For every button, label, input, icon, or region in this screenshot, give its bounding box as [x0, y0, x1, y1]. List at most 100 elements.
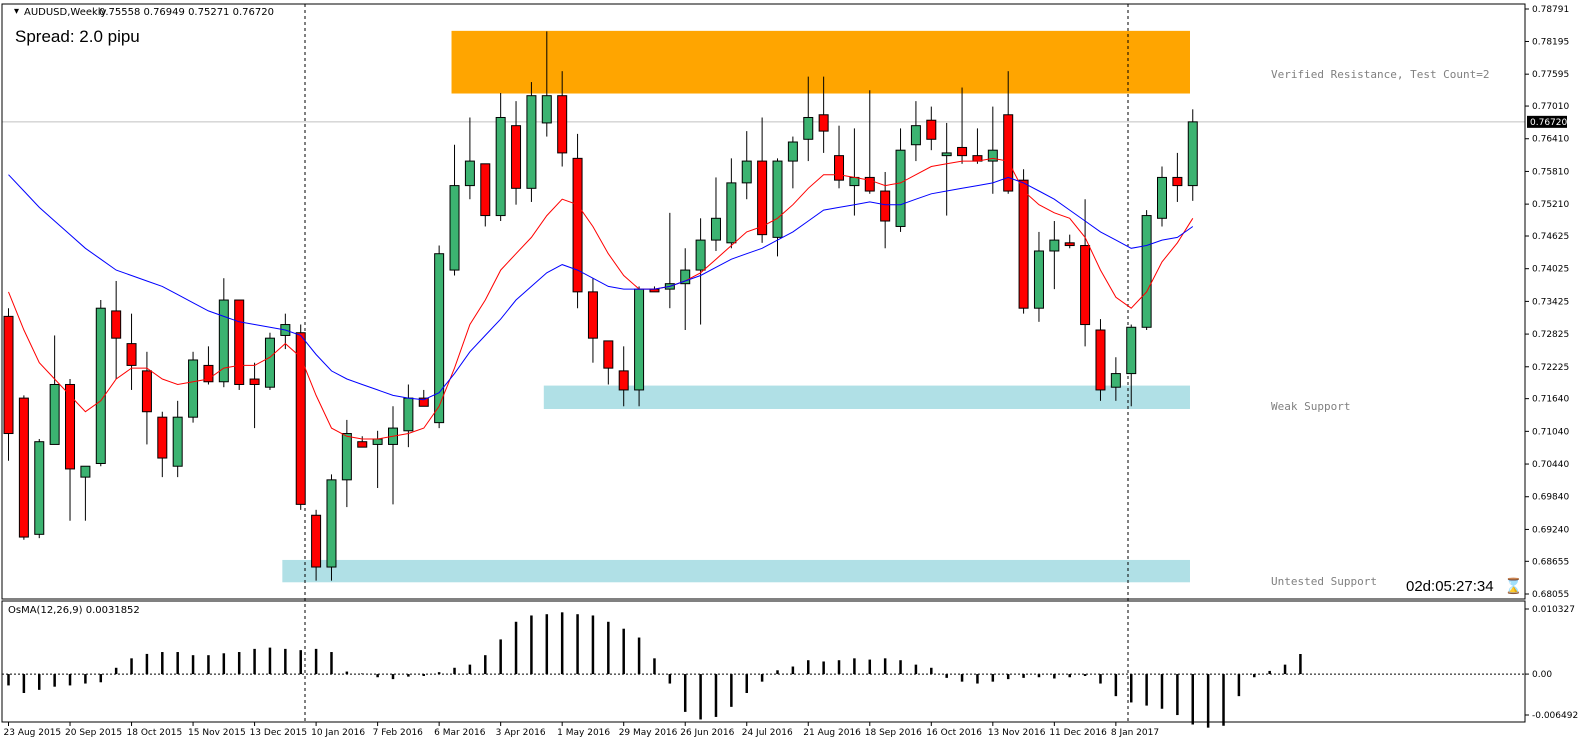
- candle-body-27: [418, 397, 429, 407]
- zone-label-1: Weak Support: [1271, 400, 1350, 413]
- candle-body-26: [403, 397, 414, 432]
- zone-1: [543, 385, 1190, 410]
- x-tick-label-3: 15 Nov 2015: [188, 728, 246, 738]
- candle-body-22: [341, 433, 352, 481]
- y-tick-label-1: 0.78195: [1532, 37, 1569, 47]
- x-tick-label-7: 6 Mar 2016: [434, 728, 486, 738]
- candle-body-51: [787, 141, 798, 162]
- candle-body-14: [218, 299, 229, 383]
- x-tick-label-15: 16 Oct 2016: [926, 728, 982, 738]
- candle-body-16: [249, 378, 260, 385]
- osma-frame: [1, 600, 1526, 723]
- candle-body-65: [1003, 114, 1014, 192]
- hourglass-icon: ⌛: [1504, 577, 1523, 595]
- symbol-dropdown-icon[interactable]: ▾: [14, 6, 19, 17]
- candle-body-44: [680, 269, 691, 285]
- x-tick-label-11: 26 Jun 2016: [680, 728, 734, 738]
- y-tick-label-14: 0.70440: [1532, 460, 1569, 470]
- zone-label-0: Verified Resistance, Test Count=2: [1271, 68, 1490, 81]
- candle-body-32: [495, 116, 506, 217]
- x-tick-label-8: 3 Apr 2016: [496, 728, 546, 738]
- candle-body-39: [603, 340, 614, 369]
- osma-y-tick-label-2: -0.006492: [1532, 711, 1578, 721]
- y-tick-label-3: 0.77010: [1532, 102, 1569, 112]
- y-tick-label-11: 0.72225: [1532, 363, 1569, 373]
- x-tick-label-14: 18 Sep 2016: [865, 728, 922, 738]
- candle-body-70: [1080, 245, 1091, 326]
- candle-body-64: [987, 149, 998, 162]
- x-tick-label-9: 1 May 2016: [557, 728, 610, 738]
- candle-body-48: [741, 160, 752, 184]
- candle-body-8: [126, 343, 137, 366]
- osma-y-tick-label-0: 0.010327: [1532, 605, 1575, 615]
- candle-body-53: [818, 114, 829, 132]
- candle-body-61: [941, 152, 952, 157]
- candle-body-10: [157, 416, 168, 459]
- candle-body-62: [957, 146, 968, 157]
- y-tick-label-12: 0.71640: [1532, 395, 1569, 405]
- osma-label: OsMA(12,26,9) 0.0031852: [8, 605, 140, 616]
- candle-body-77: [1187, 121, 1198, 187]
- y-tick-label-4: 0.76410: [1532, 135, 1569, 145]
- bar-timer: 02d:05:27:34: [1406, 578, 1494, 595]
- candle-body-36: [557, 95, 568, 154]
- y-tick-label-13: 0.71040: [1532, 427, 1569, 437]
- candle-body-33: [511, 125, 522, 189]
- candle-body-45: [695, 239, 706, 271]
- axes: 0.78791 0.78195 0.77595 0.77010 0.76410 0.758…: [1, 3, 1578, 738]
- candle-body-38: [587, 291, 598, 339]
- y-tick-label-17: 0.68655: [1532, 557, 1569, 567]
- price-badge: [1527, 115, 1567, 128]
- candle-body-15: [234, 299, 245, 385]
- x-tick-label-13: 21 Aug 2016: [803, 728, 861, 738]
- candle-body-34: [526, 95, 537, 189]
- candle-body-12: [188, 359, 199, 418]
- grid: [2, 4, 1525, 722]
- y-tick-label-5: 0.75810: [1532, 167, 1569, 177]
- y-tick-label-9: 0.73425: [1532, 297, 1569, 307]
- y-tick-label-16: 0.69240: [1532, 525, 1569, 535]
- y-tick-label-15: 0.69840: [1532, 493, 1569, 503]
- candle-body-68: [1049, 239, 1060, 252]
- x-tick-label-17: 11 Dec 2016: [1049, 728, 1107, 738]
- candle-body-21: [326, 479, 337, 568]
- candle-body-2: [34, 441, 45, 535]
- candles: [3, 31, 1198, 581]
- candle-body-40: [618, 370, 629, 391]
- moving-averages: [8, 157, 1194, 440]
- candle-body-52: [803, 116, 814, 140]
- candle-body-57: [880, 190, 891, 222]
- candle-body-55: [849, 176, 860, 187]
- zone-label-2: Untested Support: [1271, 575, 1377, 588]
- x-tick-label-4: 13 Dec 2015: [250, 728, 308, 738]
- candle-body-66: [1018, 179, 1029, 309]
- x-tick-label-1: 20 Sep 2015: [65, 728, 122, 738]
- candle-body-3: [49, 383, 60, 445]
- candle-body-49: [757, 160, 768, 236]
- ma-red-line: [8, 157, 1194, 440]
- x-tick-label-0: 23 Aug 2015: [4, 728, 62, 738]
- candle-body-28: [434, 253, 445, 424]
- candle-body-56: [864, 176, 875, 192]
- candle-body-75: [1157, 176, 1167, 219]
- y-tick-label-0: 0.78791: [1532, 5, 1569, 15]
- candle-body-7: [111, 310, 122, 339]
- candle-body-67: [1033, 250, 1044, 309]
- candle-body-71: [1095, 329, 1106, 391]
- x-tick-label-10: 29 May 2016: [619, 728, 678, 738]
- x-tick-label-12: 24 Jul 2016: [742, 728, 793, 738]
- candle-body-31: [480, 163, 491, 217]
- candle-body-30: [464, 160, 475, 187]
- candle-body-13: [203, 364, 214, 383]
- osma-y-tick-label-1: 0.00: [1532, 670, 1552, 680]
- candle-body-76: [1172, 176, 1183, 187]
- candle-body-24: [372, 438, 383, 445]
- candle-body-11: [172, 416, 183, 467]
- y-tick-label-8: 0.74025: [1532, 265, 1569, 275]
- candle-body-47: [726, 182, 737, 244]
- candle-body-73: [1126, 326, 1137, 375]
- symbol-header: AUDUSD,Weekly: [24, 7, 107, 18]
- osma-pane: [2, 612, 1525, 728]
